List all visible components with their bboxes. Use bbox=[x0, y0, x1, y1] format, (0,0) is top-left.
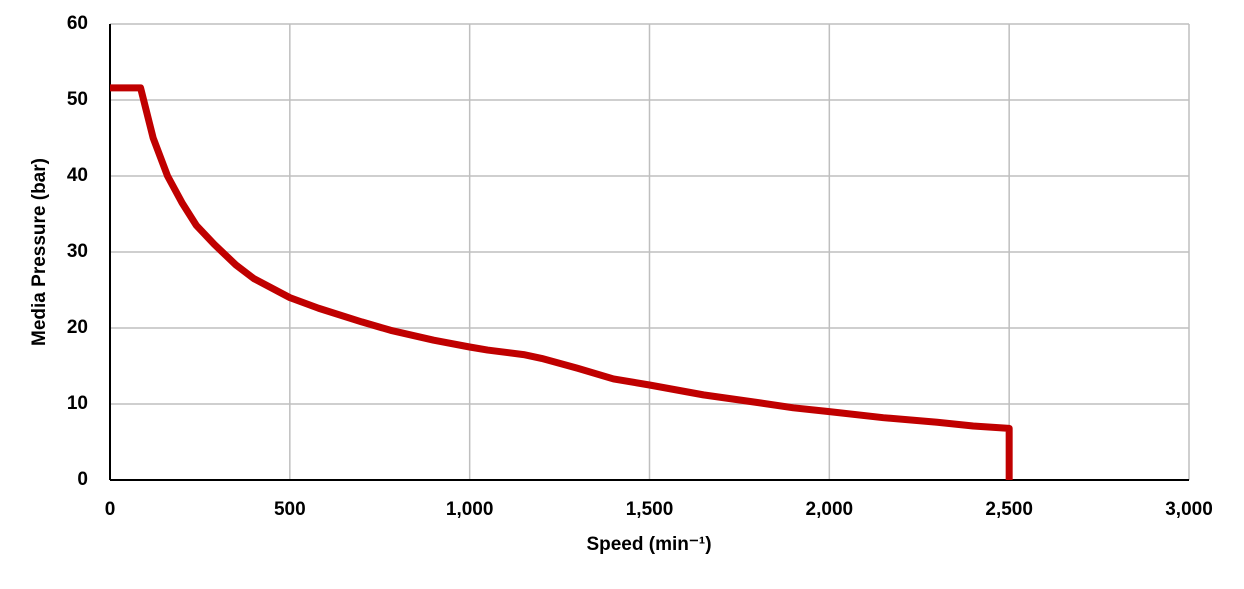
y-tick-label: 20 bbox=[67, 317, 88, 338]
y-axis-label: Media Pressure (bar) bbox=[29, 158, 50, 346]
y-tick-label: 0 bbox=[77, 469, 88, 490]
x-tick-label: 3,000 bbox=[1165, 499, 1213, 520]
x-tick-label: 2,000 bbox=[806, 499, 854, 520]
data-line bbox=[110, 84, 1013, 480]
x-tick-label: 1,500 bbox=[626, 499, 674, 520]
y-tick-label: 10 bbox=[67, 393, 88, 414]
x-tick-label: 1,000 bbox=[446, 499, 494, 520]
y-tick-label: 40 bbox=[67, 165, 88, 186]
y-tick-label: 50 bbox=[67, 89, 88, 110]
x-axis-label: Speed (min⁻¹) bbox=[586, 534, 711, 555]
y-tick-label: 60 bbox=[67, 13, 88, 34]
x-tick-label: 0 bbox=[105, 499, 116, 520]
x-tick-label: 2,500 bbox=[985, 499, 1033, 520]
x-tick-label: 500 bbox=[274, 499, 306, 520]
y-tick-label: 30 bbox=[67, 241, 88, 262]
